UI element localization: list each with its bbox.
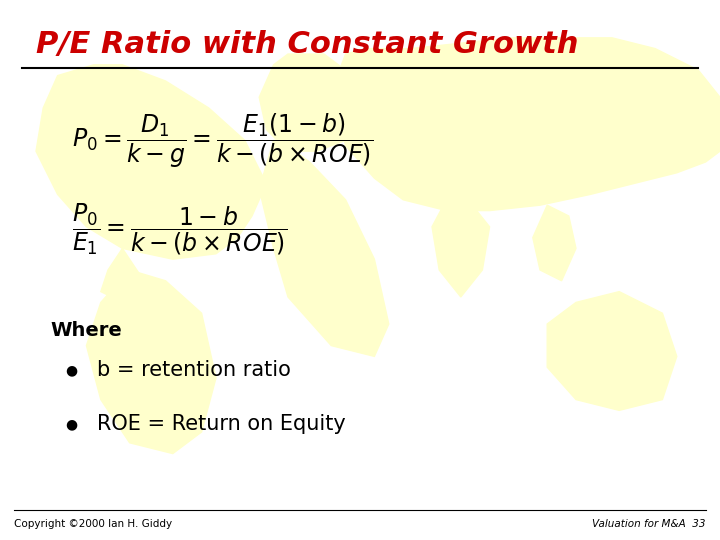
Text: $\dfrac{P_0}{E_1} = \dfrac{1-b}{k-(b \times ROE)}$: $\dfrac{P_0}{E_1} = \dfrac{1-b}{k-(b \ti… bbox=[72, 202, 287, 257]
Polygon shape bbox=[259, 54, 360, 151]
Text: Copyright ©2000 Ian H. Giddy: Copyright ©2000 Ian H. Giddy bbox=[14, 519, 173, 529]
Polygon shape bbox=[533, 205, 576, 281]
Polygon shape bbox=[86, 270, 216, 454]
Text: P/E Ratio with Constant Growth: P/E Ratio with Constant Growth bbox=[36, 30, 578, 59]
Polygon shape bbox=[36, 65, 266, 259]
Polygon shape bbox=[101, 248, 144, 302]
Text: $P_0 = \dfrac{D_1}{k-g} = \dfrac{E_1(1-b)}{k-(b \times ROE)}$: $P_0 = \dfrac{D_1}{k-g} = \dfrac{E_1(1-b… bbox=[72, 111, 373, 170]
Text: ●: ● bbox=[65, 363, 77, 377]
Text: ROE = Return on Equity: ROE = Return on Equity bbox=[97, 414, 346, 434]
Polygon shape bbox=[331, 38, 720, 211]
Text: Valuation for M&A  33: Valuation for M&A 33 bbox=[592, 519, 706, 529]
Polygon shape bbox=[259, 140, 389, 356]
Text: Where: Where bbox=[50, 321, 122, 340]
Text: b = retention ratio: b = retention ratio bbox=[97, 360, 291, 380]
Polygon shape bbox=[547, 292, 677, 410]
Text: ●: ● bbox=[65, 417, 77, 431]
Polygon shape bbox=[432, 200, 490, 297]
